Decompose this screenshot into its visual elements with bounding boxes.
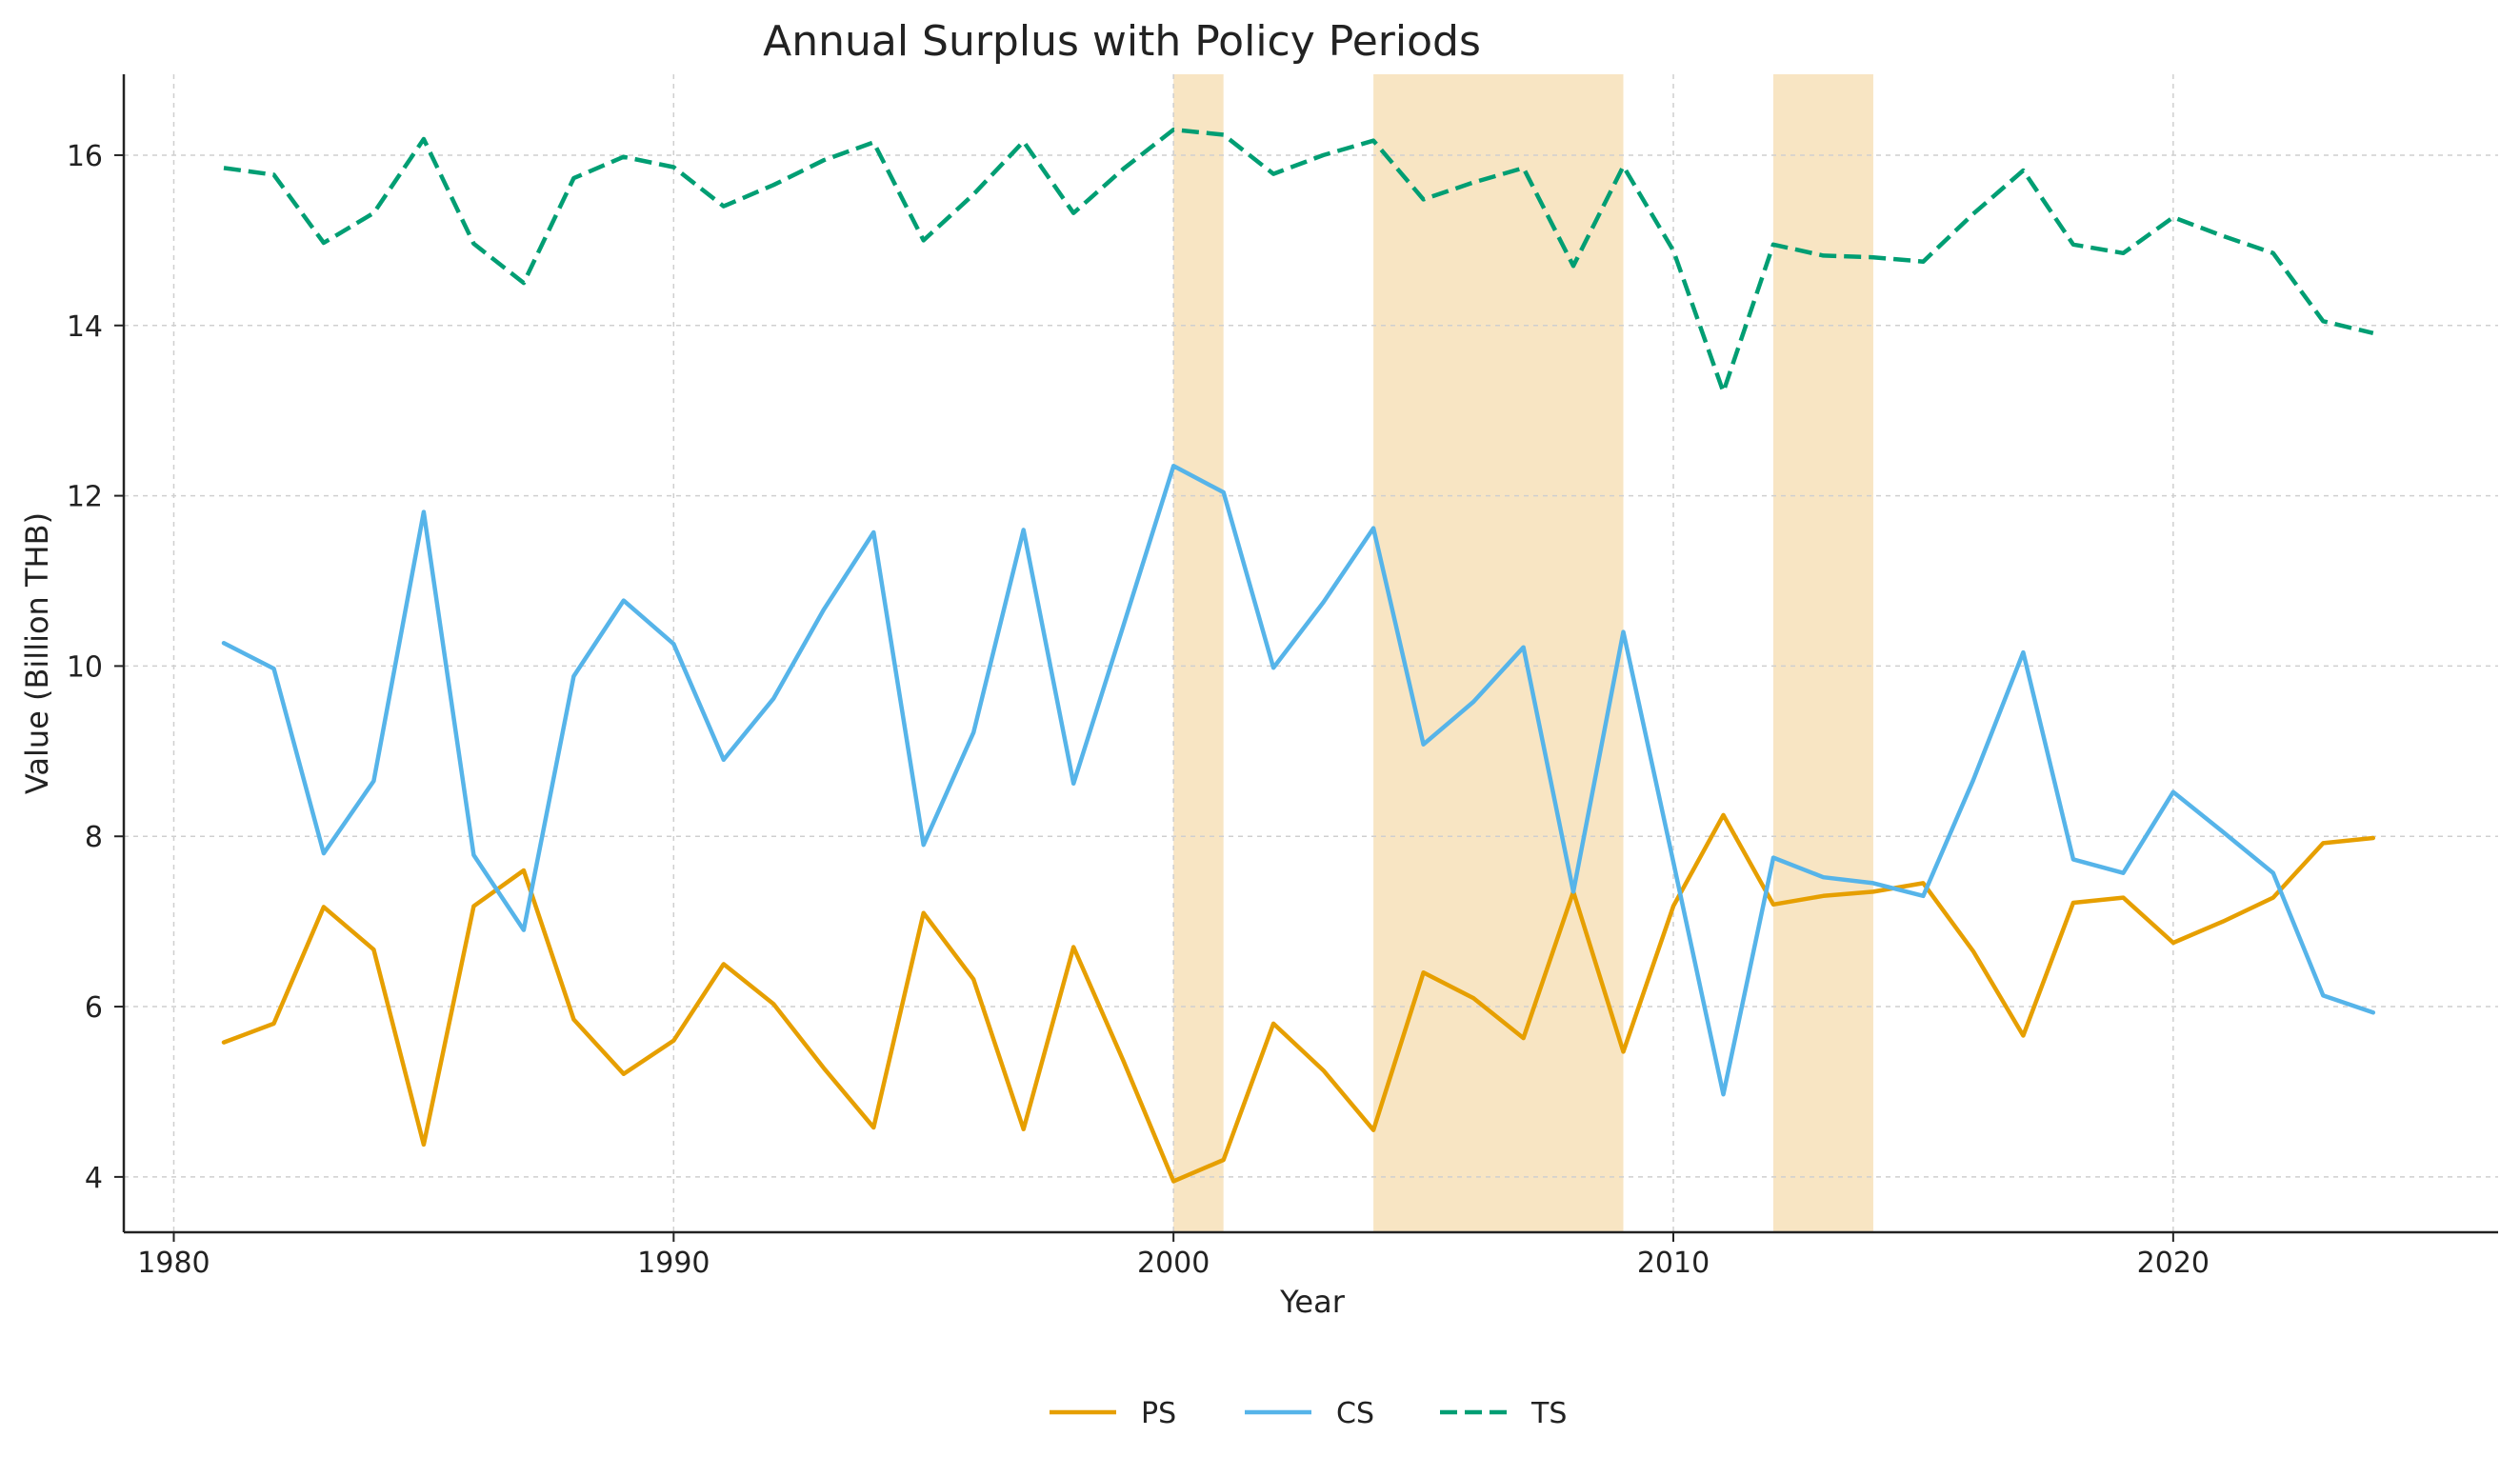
series-line-ts [223, 127, 2374, 394]
y-tick-label: 8 [85, 821, 103, 854]
y-ticks: 4 6 8 10 12 14 16 [67, 140, 124, 1195]
legend-label-cs: CS [1336, 1397, 1374, 1430]
legend-label-ts: TS [1530, 1397, 1567, 1430]
x-ticks: 1980 1990 2000 2010 2020 [137, 1232, 2210, 1280]
series-lines [221, 127, 2376, 1184]
y-tick-label: 6 [85, 991, 103, 1025]
policy-period-bands [1173, 74, 1873, 1232]
series-line-ps [221, 812, 2376, 1184]
y-tick-label: 14 [67, 310, 103, 344]
legend-label-ps: PS [1141, 1397, 1176, 1430]
x-axis-label: Year [1279, 1284, 1346, 1320]
y-axis-label: Value (Billion THB) [19, 512, 55, 794]
series-line-cs [221, 464, 2376, 1097]
y-tick-label: 12 [67, 481, 103, 514]
x-tick-label: 1980 [137, 1247, 210, 1280]
x-tick-label: 2020 [2137, 1247, 2210, 1280]
y-tick-label: 16 [67, 140, 103, 173]
policy-period-band [1173, 74, 1224, 1232]
x-tick-label: 1990 [637, 1247, 710, 1280]
chart-title: Annual Surplus with Policy Periods [763, 17, 1481, 66]
policy-period-band [1772, 74, 1873, 1232]
x-tick-label: 2010 [1637, 1247, 1710, 1280]
axes [122, 74, 2498, 1234]
x-tick-label: 2000 [1137, 1247, 1210, 1280]
policy-period-band [1373, 74, 1624, 1232]
legend: PS CS TS [1050, 1397, 1567, 1430]
y-tick-label: 4 [85, 1162, 103, 1195]
y-tick-label: 10 [67, 650, 103, 684]
